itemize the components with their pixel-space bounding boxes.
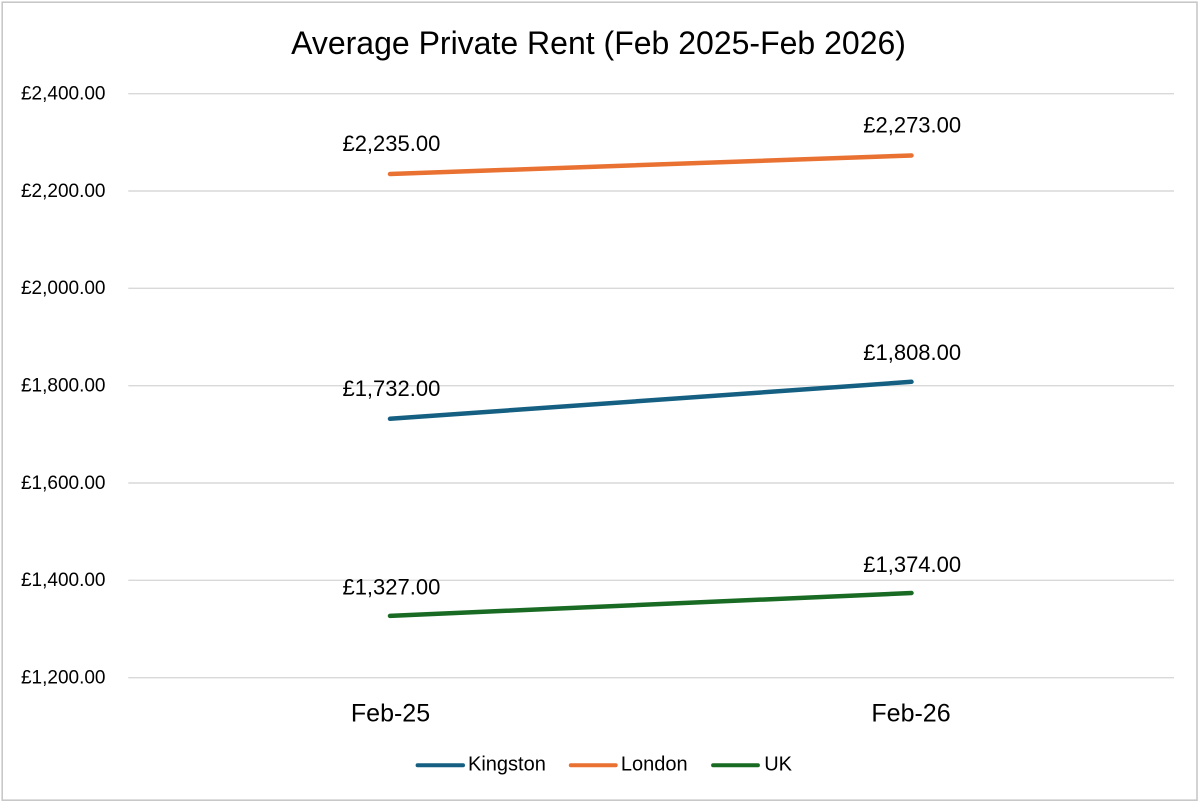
svg-text:£1,374.00: £1,374.00	[863, 552, 961, 577]
svg-text:£2,235.00: £2,235.00	[342, 131, 440, 156]
svg-text:£2,400.00: £2,400.00	[21, 84, 106, 105]
svg-text:Feb-26: Feb-26	[871, 700, 950, 728]
svg-text:£2,200.00: £2,200.00	[21, 181, 106, 202]
svg-text:£1,600.00: £1,600.00	[21, 473, 106, 494]
svg-text:Feb-25: Feb-25	[351, 700, 430, 728]
svg-text:UK: UK	[764, 753, 792, 775]
svg-text:£1,732.00: £1,732.00	[342, 376, 440, 401]
svg-text:Kingston: Kingston	[468, 753, 546, 775]
svg-text:London: London	[621, 753, 688, 775]
svg-text:£1,200.00: £1,200.00	[21, 668, 106, 689]
svg-text:£2,273.00: £2,273.00	[863, 113, 961, 138]
svg-text:£1,327.00: £1,327.00	[342, 574, 440, 599]
svg-text:£1,400.00: £1,400.00	[21, 570, 106, 591]
svg-text:£1,808.00: £1,808.00	[863, 340, 961, 365]
svg-text:£2,000.00: £2,000.00	[21, 278, 106, 299]
svg-text:£1,800.00: £1,800.00	[21, 376, 106, 397]
svg-text:Average Private Rent (Feb 2025: Average Private Rent (Feb 2025-Feb 2026)	[291, 25, 906, 61]
